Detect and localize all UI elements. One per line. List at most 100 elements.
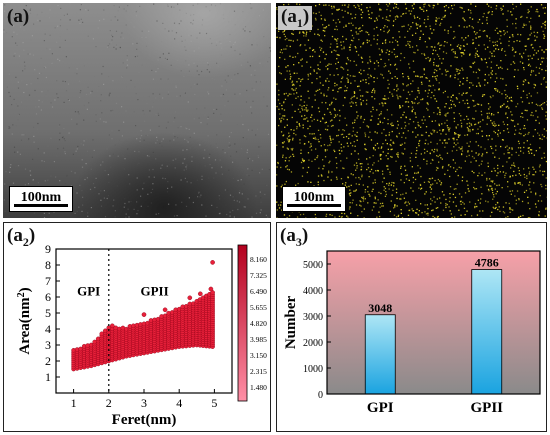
tem-grain	[41, 91, 43, 93]
eds-signal-dot	[537, 116, 539, 118]
eds-signal-dot	[374, 131, 376, 133]
tem-grain	[93, 75, 96, 77]
tem-grain	[181, 201, 183, 203]
eds-signal-dot	[400, 165, 402, 168]
eds-signal-dot	[377, 34, 379, 36]
eds-signal-dot	[440, 202, 442, 204]
eds-signal-dot	[335, 176, 338, 178]
eds-signal-dot	[345, 38, 347, 40]
eds-signal-dot	[346, 77, 348, 79]
eds-signal-dot	[445, 103, 447, 105]
tem-grain	[21, 134, 23, 136]
eds-signal-dot	[382, 103, 384, 105]
eds-signal-dot	[312, 49, 315, 51]
eds-signal-dot	[530, 6, 532, 8]
eds-signal-dot	[342, 68, 345, 70]
tem-grain	[64, 153, 66, 155]
eds-signal-dot	[317, 33, 319, 36]
tem-grain	[82, 21, 84, 23]
tem-grain	[64, 39, 66, 41]
scatter-point	[187, 295, 193, 301]
eds-signal-dot	[372, 155, 374, 157]
eds-signal-dot	[523, 127, 525, 130]
tem-grain	[253, 89, 255, 91]
eds-signal-dot	[361, 61, 364, 63]
eds-signal-dot	[525, 79, 527, 81]
tem-grain	[184, 46, 186, 48]
tem-grain	[48, 212, 50, 214]
tem-grain	[81, 166, 84, 168]
tem-grain	[220, 166, 223, 168]
eds-signal-dot	[352, 75, 354, 77]
eds-signal-dot	[496, 77, 498, 79]
eds-signal-dot	[355, 13, 357, 16]
eds-signal-dot	[276, 209, 278, 211]
eds-signal-dot	[510, 208, 512, 211]
tem-grain	[84, 178, 86, 181]
eds-signal-dot	[372, 108, 374, 110]
tem-grain	[164, 57, 166, 59]
eds-signal-dot	[391, 130, 393, 133]
eds-signal-dot	[345, 62, 347, 65]
eds-signal-dot	[428, 60, 431, 62]
tem-grain	[24, 65, 26, 67]
tem-grain	[251, 7, 253, 9]
eds-signal-dot	[357, 85, 359, 88]
tem-grain	[235, 151, 238, 153]
eds-signal-dot	[334, 216, 336, 218]
tem-grain	[92, 38, 94, 40]
eds-signal-dot	[491, 138, 493, 140]
eds-signal-dot	[365, 103, 368, 105]
eds-signal-dot	[520, 174, 522, 176]
eds-signal-dot	[397, 96, 399, 98]
eds-signal-dot	[355, 162, 358, 164]
tem-grain	[103, 83, 105, 85]
eds-signal-dot	[422, 8, 424, 11]
tem-grain	[259, 212, 261, 214]
eds-signal-dot	[373, 148, 375, 150]
y-tick-label: 2	[45, 354, 51, 368]
eds-signal-dot	[298, 78, 300, 80]
eds-signal-dot	[486, 151, 488, 154]
eds-signal-dot	[303, 35, 305, 37]
eds-signal-dot	[440, 184, 442, 186]
eds-signal-dot	[490, 6, 492, 8]
eds-signal-dot	[484, 79, 486, 81]
eds-signal-dot	[481, 135, 484, 137]
eds-signal-dot	[296, 39, 299, 41]
eds-signal-dot	[335, 39, 337, 41]
eds-signal-dot	[417, 172, 419, 174]
tem-grain	[134, 49, 136, 51]
eds-signal-dot	[412, 210, 415, 212]
tem-grain	[244, 30, 246, 32]
eds-signal-dot	[461, 148, 463, 150]
eds-signal-dot	[417, 102, 419, 105]
eds-signal-dot	[529, 143, 532, 146]
eds-signal-dot	[429, 25, 431, 27]
eds-signal-dot	[424, 41, 426, 43]
tem-grain	[198, 191, 200, 193]
eds-signal-dot	[313, 70, 315, 72]
eds-signal-dot	[405, 192, 407, 194]
eds-signal-dot	[418, 92, 420, 94]
eds-signal-dot	[396, 84, 398, 86]
eds-signal-dot	[537, 200, 540, 202]
eds-signal-dot	[402, 13, 404, 15]
eds-signal-dot	[300, 44, 302, 46]
tem-grain	[242, 11, 244, 13]
tem-grain	[184, 138, 186, 140]
tem-grain	[16, 44, 18, 46]
eds-signal-dot	[369, 59, 371, 61]
eds-signal-dot	[379, 155, 381, 157]
tem-grain	[263, 96, 265, 98]
tem-grain	[240, 115, 243, 117]
eds-signal-dot	[344, 184, 346, 186]
eds-signal-dot	[464, 102, 466, 105]
eds-signal-dot	[300, 161, 303, 164]
eds-signal-dot	[349, 192, 351, 194]
eds-signal-dot	[505, 54, 507, 56]
tem-grain	[186, 128, 188, 130]
eds-signal-dot	[411, 90, 413, 93]
tem-grain	[10, 164, 12, 166]
eds-signal-dot	[336, 58, 338, 60]
